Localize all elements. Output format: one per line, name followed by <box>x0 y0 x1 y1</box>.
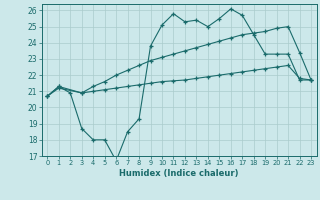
X-axis label: Humidex (Indice chaleur): Humidex (Indice chaleur) <box>119 169 239 178</box>
